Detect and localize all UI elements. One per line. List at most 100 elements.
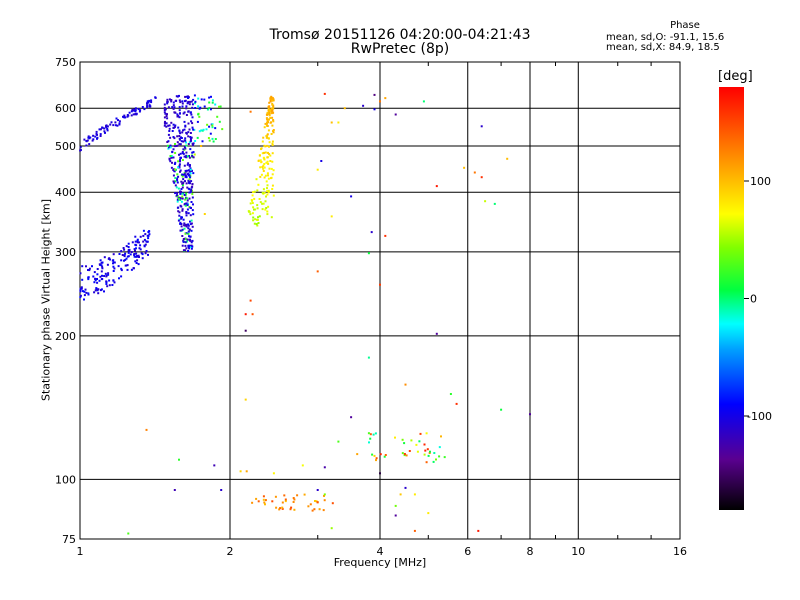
data-point bbox=[264, 208, 267, 211]
data-point bbox=[219, 105, 222, 108]
data-point bbox=[112, 279, 115, 282]
data-point bbox=[179, 160, 181, 163]
data-point bbox=[208, 139, 211, 142]
chart-title: Tromsø 20151126 04:20:00-04:21:43 bbox=[269, 27, 531, 43]
data-point bbox=[97, 288, 100, 291]
data-point bbox=[114, 121, 117, 124]
data-point bbox=[181, 100, 184, 103]
data-point bbox=[179, 101, 182, 104]
data-point bbox=[211, 137, 214, 140]
data-point bbox=[184, 95, 187, 98]
data-point bbox=[251, 202, 254, 204]
data-point bbox=[311, 509, 314, 512]
data-point bbox=[350, 195, 353, 198]
data-point bbox=[135, 247, 137, 250]
data-point bbox=[191, 192, 194, 195]
data-point bbox=[251, 212, 254, 215]
data-point bbox=[440, 435, 442, 438]
data-point bbox=[86, 139, 89, 142]
data-point bbox=[189, 168, 192, 171]
data-point bbox=[113, 281, 116, 284]
data-point bbox=[270, 107, 273, 110]
data-point bbox=[189, 206, 192, 209]
data-point bbox=[189, 235, 192, 238]
data-point bbox=[262, 164, 265, 167]
data-point bbox=[123, 114, 126, 117]
data-point bbox=[208, 107, 211, 109]
data-point bbox=[127, 114, 130, 117]
data-point bbox=[139, 248, 142, 251]
data-point bbox=[178, 458, 180, 461]
data-point bbox=[266, 133, 269, 136]
data-point bbox=[180, 223, 183, 225]
data-point bbox=[264, 174, 267, 177]
data-point bbox=[267, 151, 269, 154]
data-point bbox=[207, 137, 210, 139]
data-point bbox=[96, 278, 98, 280]
data-point bbox=[211, 126, 214, 129]
data-point bbox=[85, 144, 88, 147]
x-tick-label: 16 bbox=[673, 545, 687, 558]
data-point bbox=[263, 144, 266, 147]
data-point bbox=[169, 144, 172, 147]
data-point bbox=[138, 247, 141, 250]
data-point bbox=[269, 117, 272, 119]
data-point bbox=[96, 136, 99, 139]
data-point bbox=[186, 186, 189, 189]
grid-lines bbox=[80, 62, 680, 539]
data-point bbox=[188, 156, 191, 159]
data-point bbox=[181, 244, 184, 247]
data-point bbox=[176, 141, 179, 144]
data-point bbox=[104, 272, 107, 275]
data-point bbox=[191, 151, 194, 154]
data-point bbox=[122, 247, 125, 249]
data-point bbox=[422, 100, 425, 103]
data-point bbox=[99, 275, 102, 278]
data-point bbox=[183, 173, 186, 176]
chart-subtitle: RwPretec (8p) bbox=[350, 41, 450, 57]
data-point bbox=[120, 259, 123, 262]
data-point bbox=[180, 188, 183, 190]
data-point bbox=[180, 137, 183, 139]
data-point bbox=[182, 218, 185, 221]
data-point bbox=[266, 172, 269, 175]
data-point bbox=[189, 239, 192, 242]
data-point bbox=[373, 93, 376, 96]
data-point bbox=[186, 199, 189, 202]
data-point bbox=[350, 416, 353, 419]
data-point bbox=[187, 131, 190, 134]
data-point bbox=[190, 247, 193, 250]
data-point bbox=[192, 172, 195, 175]
data-point bbox=[271, 116, 274, 119]
data-point bbox=[415, 443, 418, 446]
data-point bbox=[423, 453, 426, 456]
data-point bbox=[271, 144, 274, 146]
data-point bbox=[184, 147, 187, 150]
data-point bbox=[271, 188, 274, 190]
data-point bbox=[187, 232, 190, 235]
data-point bbox=[266, 119, 269, 122]
data-point bbox=[192, 213, 195, 216]
data-point bbox=[271, 102, 274, 105]
data-point bbox=[121, 254, 124, 256]
data-point bbox=[251, 501, 254, 504]
data-point bbox=[177, 166, 180, 169]
data-point bbox=[307, 505, 310, 508]
data-point bbox=[506, 157, 509, 160]
data-point bbox=[214, 127, 217, 130]
data-point bbox=[394, 514, 397, 517]
data-point bbox=[145, 250, 148, 252]
data-point bbox=[187, 212, 190, 215]
data-point bbox=[183, 120, 186, 123]
data-point bbox=[141, 257, 144, 260]
data-point bbox=[301, 464, 304, 467]
data-point bbox=[180, 200, 183, 203]
data-point bbox=[188, 103, 191, 106]
data-point bbox=[249, 110, 252, 113]
data-point bbox=[315, 500, 318, 503]
data-point bbox=[179, 197, 182, 200]
data-point bbox=[281, 501, 284, 504]
data-point bbox=[103, 130, 106, 133]
data-point bbox=[267, 191, 270, 194]
data-point bbox=[267, 118, 270, 121]
